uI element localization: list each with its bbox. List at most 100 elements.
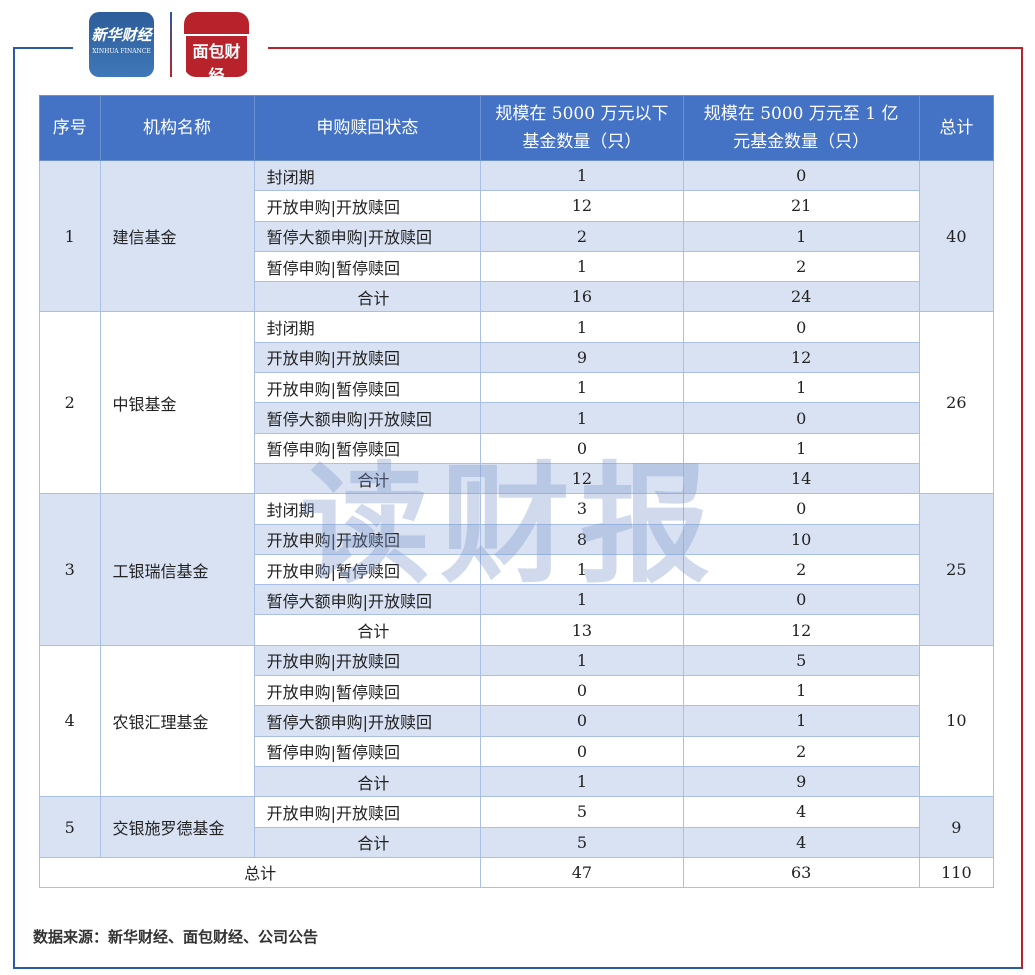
grand-total-row: 总计 47 63 110 [38,856,995,889]
status-cell: 合计 [253,765,482,798]
status-cell: 暂停申购|暂停赎回 [253,735,482,767]
count-small-cell: 9 [480,341,684,374]
table-row: 4 农银汇理基金 开放申购|开放赎回 1 5 10 [39,644,995,798]
table-row: 开放申购|开放赎回 12 21 [40,190,994,222]
count-mid-cell: 1 [682,705,920,737]
table-row: 开放申购|开放赎回 8 10 [40,523,994,555]
count-mid-cell: 2 [682,735,920,767]
count-small-cell: 16 [480,281,684,313]
count-small-cell: 1 [480,311,684,343]
grand-total-label: 总计 [38,856,482,889]
status-cell: 开放申购|开放赎回 [253,644,482,677]
row-number: 5 [39,796,101,858]
status-cell: 暂停大额申购|开放赎回 [253,402,482,434]
header-small: 规模在 5000 万元以下基金数量（只） [480,95,684,161]
count-small-cell: 1 [480,553,684,586]
header-no: 序号 [39,95,101,161]
group-total: 9 [918,796,995,858]
status-cell: 暂停大额申购|开放赎回 [253,584,482,616]
count-small-cell: 12 [480,190,684,222]
frame-border [268,47,1023,49]
count-small-cell: 0 [480,432,684,464]
status-cell: 开放申购|开放赎回 [253,190,482,222]
count-mid-cell: 0 [682,402,920,434]
status-cell: 开放申购|暂停赎回 [253,372,482,404]
table-row: 暂停大额申购|开放赎回 1 0 [40,584,994,616]
count-mid-cell: 14 [682,462,920,495]
logo-text: XINHUA FINANCE [92,48,151,55]
institution-name: 工银瑞信基金 [99,493,255,646]
table-row: 合计 13 12 [40,614,994,646]
status-cell: 开放申购|暂停赎回 [253,675,482,707]
row-number: 4 [39,644,101,798]
table-row: 5 交银施罗德基金 开放申购|开放赎回 5 4 9 [39,796,995,858]
count-mid-cell: 4 [682,796,920,828]
count-small-cell: 1 [480,250,684,283]
count-small-cell: 0 [480,705,684,737]
row-number: 1 [39,159,101,313]
data-source: 数据来源：新华财经、面包财经、公司公告 [33,928,319,946]
count-mid-cell: 10 [682,523,920,555]
count-mid-cell: 9 [682,765,920,798]
count-mid-cell: 2 [682,553,920,586]
table-row: 开放申购|暂停赎回 0 1 [40,675,994,707]
mianbao-finance-logo: 面包财经 [184,12,249,90]
logo-text: 新华财经 [91,26,152,44]
table-header-row: 序号 机构名称 申购赎回状态 规模在 5000 万元以下基金数量（只） 规模在 … [39,95,995,161]
count-mid-cell: 5 [682,644,920,677]
grand-total-mid: 63 [682,856,920,889]
header-total: 总计 [918,95,995,161]
status-cell: 暂停申购|暂停赎回 [253,250,482,283]
status-cell: 开放申购|开放赎回 [253,341,482,374]
count-small-cell: 5 [480,796,684,828]
count-small-cell: 0 [480,735,684,767]
table-row: 开放申购|暂停赎回 1 1 [40,372,994,404]
row-number: 3 [39,493,101,646]
count-small-cell: 12 [480,462,684,495]
group-total: 10 [918,644,995,798]
count-mid-cell: 12 [682,341,920,374]
table-row: 1 建信基金 封闭期 1 0 40 [39,159,995,313]
count-mid-cell: 1 [682,372,920,404]
xinhua-finance-logo: 新华财经 XINHUA FINANCE [89,12,154,77]
institution-name: 农银汇理基金 [99,644,255,798]
fund-table: 序号 机构名称 申购赎回状态 规模在 5000 万元以下基金数量（只） 规模在 … [38,95,995,889]
count-mid-cell: 0 [682,584,920,616]
count-mid-cell: 0 [682,159,920,192]
count-small-cell: 1 [480,402,684,434]
count-small-cell: 2 [480,220,684,252]
table-row: 暂停大额申购|开放赎回 1 0 [40,402,994,434]
row-number: 2 [39,311,101,495]
status-cell: 合计 [253,462,482,495]
grand-total-all: 110 [918,856,995,889]
count-small-cell: 13 [480,614,684,646]
institution-name: 交银施罗德基金 [99,796,255,858]
table-row: 暂停大额申购|开放赎回 0 1 [40,705,994,737]
table-row: 2 中银基金 封闭期 1 0 26 [39,311,995,495]
table-row: 合计 16 24 [40,281,994,313]
count-mid-cell: 1 [682,675,920,707]
count-small-cell: 1 [480,584,684,616]
status-cell: 暂停大额申购|开放赎回 [253,705,482,737]
count-small-cell: 1 [480,159,684,192]
group-total: 40 [918,159,995,313]
count-mid-cell: 1 [682,432,920,464]
status-cell: 合计 [253,281,482,313]
count-small-cell: 3 [480,493,684,525]
header-name: 机构名称 [99,95,255,161]
status-cell: 开放申购|开放赎回 [253,796,482,828]
count-mid-cell: 4 [682,826,920,858]
table-row: 暂停申购|暂停赎回 1 2 [40,250,994,283]
table-row: 3 工银瑞信基金 封闭期 3 0 25 [39,493,995,646]
status-cell: 暂停申购|暂停赎回 [253,432,482,464]
grand-total-small: 47 [480,856,684,889]
count-small-cell: 1 [480,644,684,677]
count-mid-cell: 1 [682,220,920,252]
header-status: 申购赎回状态 [253,95,482,161]
count-mid-cell: 2 [682,250,920,283]
count-mid-cell: 21 [682,190,920,222]
table-row: 合计 12 14 [40,462,994,495]
header-mid: 规模在 5000 万元至 1 亿元基金数量（只） [682,95,920,161]
status-cell: 开放申购|开放赎回 [253,523,482,555]
status-cell: 封闭期 [253,493,482,525]
